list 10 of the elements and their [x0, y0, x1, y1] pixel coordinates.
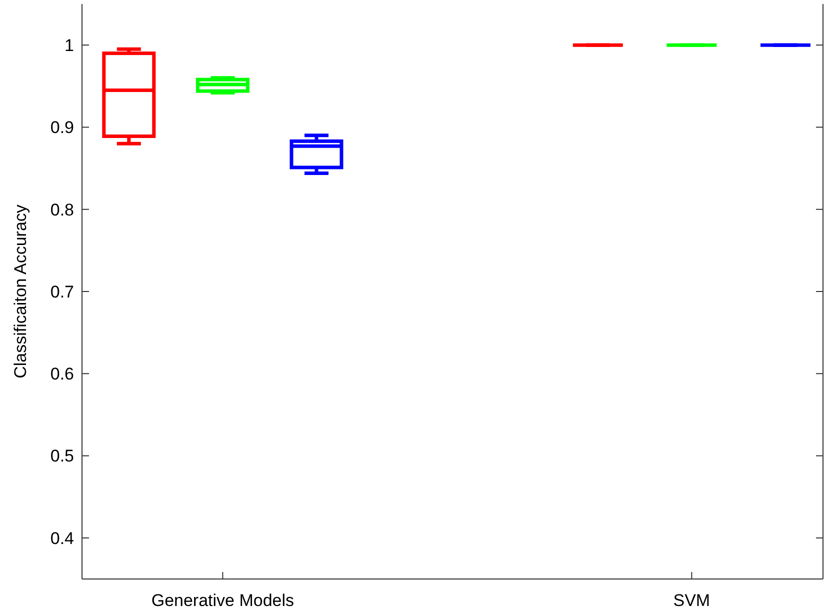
- y-tick-label: 1: [64, 36, 74, 56]
- y-axis-title: Classificaiton Accuracy: [11, 204, 30, 378]
- x-tick-label: SVM: [673, 591, 710, 610]
- y-tick-label: 0.4: [50, 528, 74, 548]
- y-tick-label: 0.6: [50, 364, 74, 384]
- y-tick-label: 0.5: [50, 446, 74, 466]
- y-tick-label: 0.8: [50, 200, 74, 220]
- y-tick-label: 0.9: [50, 118, 74, 138]
- y-tick-label: 0.7: [50, 282, 74, 302]
- x-tick-label: Generative Models: [151, 591, 294, 610]
